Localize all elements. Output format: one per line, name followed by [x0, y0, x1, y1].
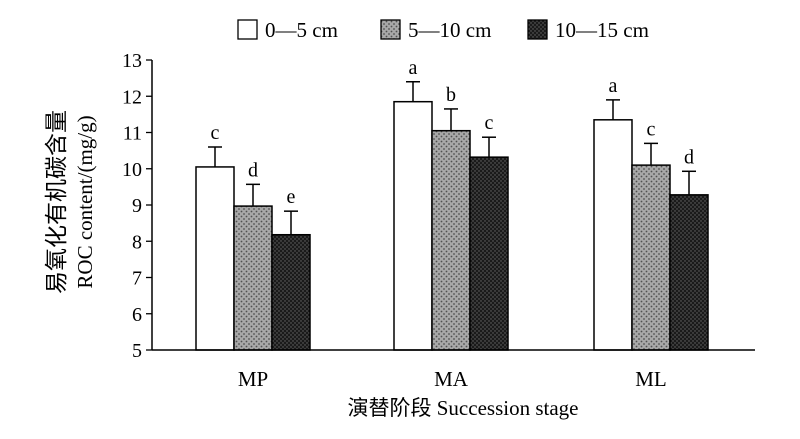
bar [469, 156, 509, 351]
legend-label: 5—10 cm [408, 18, 491, 42]
significance-letter: e [287, 186, 296, 208]
bar [631, 164, 671, 351]
x-tick-label: ML [635, 367, 667, 391]
x-tick-label: MA [434, 367, 469, 391]
x-tick-label: MP [238, 367, 268, 391]
y-axis-title-en: ROC content/(mg/g) [73, 115, 97, 288]
y-tick-label: 11 [123, 123, 142, 145]
legend-swatch [380, 19, 401, 40]
legend-label: 10—15 cm [555, 18, 649, 42]
y-tick-label: 13 [122, 50, 142, 72]
x-axis: MP MA ML [152, 349, 755, 391]
x-axis-title: 演替阶段 Succession stage [348, 396, 579, 420]
y-tick-label: 9 [132, 195, 142, 217]
bar [431, 129, 471, 351]
y-axis-title: 易氧化有机碳含量 ROC content/(mg/g) [44, 110, 97, 294]
bar [393, 100, 433, 351]
significance-letter: b [446, 84, 456, 106]
y-tick-label: 12 [122, 86, 142, 108]
bar [195, 166, 235, 351]
y-tick-label: 7 [132, 268, 142, 290]
legend: 0—5 cm 5—10 cm 10—15 cm [237, 18, 649, 42]
y-tick-label: 6 [132, 304, 142, 326]
bars: c d e a b c a c d [195, 57, 709, 351]
significance-letter: a [609, 75, 618, 97]
significance-letter: d [248, 159, 258, 181]
bar [233, 205, 273, 351]
bar [593, 119, 633, 351]
bar [271, 233, 311, 351]
significance-letter: c [647, 118, 656, 140]
legend-swatch [237, 19, 258, 40]
y-tick-label: 5 [132, 340, 142, 362]
significance-letter: c [211, 122, 220, 144]
y-tick-label: 10 [122, 159, 142, 181]
y-tick-label: 8 [132, 231, 142, 253]
y-axis: 5 6 7 8 9 10 11 12 13 [122, 50, 153, 362]
significance-letter: a [409, 57, 418, 79]
significance-letter: c [485, 112, 494, 134]
legend-swatch [527, 19, 548, 40]
bar [669, 194, 709, 351]
legend-label: 0—5 cm [265, 18, 338, 42]
significance-letter: d [684, 146, 694, 168]
y-axis-title-cn: 易氧化有机碳含量 [44, 110, 69, 294]
